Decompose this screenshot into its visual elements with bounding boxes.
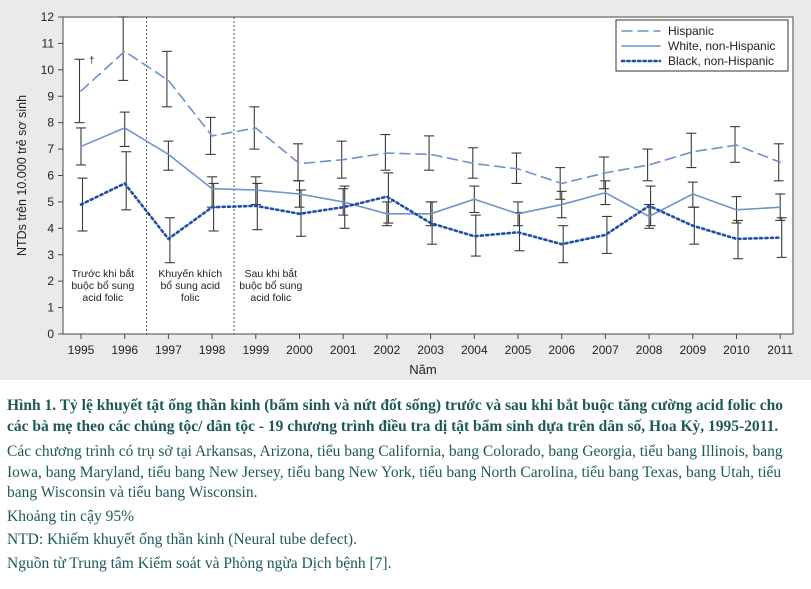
x-tick-label: 1997 [155,343,182,357]
x-tick-label: 2007 [592,343,619,357]
caption-ci-note: Khoảng tin cậy 95% [7,507,134,525]
period-annotation-line: acid folic [250,292,291,304]
x-tick-label: 1996 [111,343,138,357]
chart-panel: 0 1 2 3 4 5 6 7 8 9 10 11 12 1995 1996 1997 1998 1999 2000… [0,0,811,380]
x-tick-label: 2009 [679,343,706,357]
y-tick-label: 7 [47,142,54,156]
period-annotation-line: buộc bổ sung [71,280,134,292]
series-line-black-non-hispanic [79,181,782,246]
x-tick-label: 2011 [767,343,793,357]
x-axis-label: Năm [409,362,436,377]
period-annotation-line: buộc bổ sung [239,280,302,292]
y-axis-label: NTDs trên 10.000 trẻ sơ sinh [15,95,29,256]
y-tick-label: 6 [47,169,54,183]
y-tick-label: 10 [41,63,55,77]
x-tick-label: 2006 [548,343,575,357]
period-annotation-line: Trước khi bắt [72,267,135,280]
y-tick-label: 5 [47,195,54,209]
x-tick-label: 2010 [723,343,750,357]
y-tick-label: 12 [41,10,55,24]
caption-ntd-definition: NTD: Khiếm khuyết ống thần kinh (Neural … [7,531,357,548]
y-tick-label: 9 [47,89,54,103]
figure-caption: Hình 1. Tỷ lệ khuyết tật ống thần kinh (… [7,395,803,574]
x-tick-label: 1999 [242,343,269,357]
caption-title: Hình 1. Tỷ lệ khuyết tật ống thần kinh (… [7,397,783,435]
period-annotation-line: acid folic [82,292,123,304]
period-annotation-line: Khuyến khích [158,268,222,280]
x-tick-label: 1998 [199,343,226,357]
footnote-marker: † [89,55,95,66]
y-tick-label: 1 [47,301,54,315]
legend-label: Black, non-Hispanic [668,54,774,68]
x-tick-label: 2002 [374,343,401,357]
series-line-white-non-hispanic [80,127,782,218]
period-annotation-line: folic [181,292,200,304]
caption-programs-note: Các chương trình có trụ sở tại Arkansas,… [7,443,783,501]
y-tick-label: 8 [47,116,54,130]
period-annotation-line: Sau khi bắt [245,267,298,280]
caption-source: Nguồn từ Trung tâm Kiểm soát và Phòng ng… [7,554,392,572]
y-tick-label: 2 [47,274,54,288]
legend-label: White, non-Hispanic [668,39,775,53]
period-annotation-line: bổ sung acid [160,280,220,292]
x-tick-label: 2008 [636,343,663,357]
x-tick-label: 2000 [286,343,313,357]
y-tick-label: 0 [47,327,54,341]
legend-label: Hispanic [668,24,714,38]
y-tick-label: 4 [47,221,54,235]
x-tick-label: 2005 [505,343,532,357]
x-tick-label: 2001 [330,343,357,357]
y-tick-label: 11 [42,36,55,50]
x-tick-label: 2003 [417,343,444,357]
x-tick-label: 2004 [461,343,488,357]
x-tick-label: 1995 [68,343,95,357]
y-tick-label: 3 [47,248,54,262]
